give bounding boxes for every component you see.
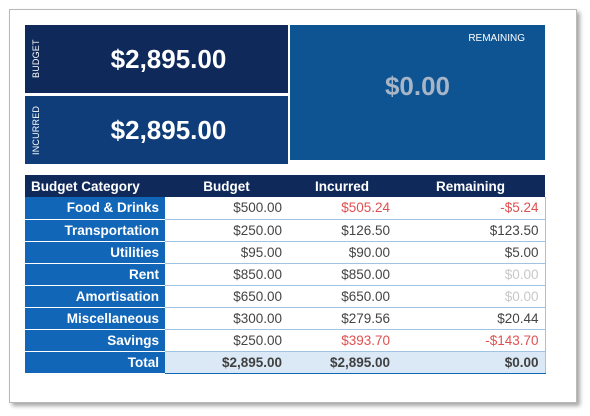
budget-cell[interactable]: $650.00	[165, 285, 288, 308]
remaining-summary-tile: REMAINING $0.00	[290, 25, 545, 160]
remaining-cell[interactable]: $0.00	[396, 285, 546, 308]
remaining-cell[interactable]: -$5.24	[396, 197, 546, 220]
category-cell[interactable]: Food & Drinks	[25, 197, 165, 220]
budget-tile-value: $2,895.00	[110, 43, 227, 74]
incurred-cell[interactable]: $393.70	[288, 329, 396, 352]
budget-summary-tile: BUDGET $2,895.00	[25, 25, 288, 93]
budget-cell[interactable]: $250.00	[165, 329, 288, 352]
category-cell[interactable]: Amortisation	[25, 285, 165, 308]
budget-cell[interactable]: $850.00	[165, 263, 288, 286]
budget-cell[interactable]: $500.00	[165, 197, 288, 220]
table-row: Rent $850.00 $850.00 $0.00	[25, 263, 546, 286]
remaining-cell[interactable]: $123.50	[396, 219, 546, 242]
category-cell[interactable]: Transportation	[25, 219, 165, 242]
category-cell[interactable]: Savings	[25, 329, 165, 352]
table-header-row: Budget Category Budget Incurred Remainin…	[25, 175, 545, 197]
category-cell[interactable]: Utilities	[25, 241, 165, 264]
total-row: Total $2,895.00 $2,895.00 $0.00	[25, 351, 546, 374]
incurred-summary-tile: INCURRED $2,895.00	[25, 96, 288, 164]
category-cell[interactable]: Rent	[25, 263, 165, 286]
incurred-tile-label: INCURRED	[31, 105, 41, 155]
header-incurred: Incurred	[288, 175, 396, 197]
header-budget: Budget	[165, 175, 288, 197]
budget-cell[interactable]: $300.00	[165, 307, 288, 330]
budget-cell[interactable]: $95.00	[165, 241, 288, 264]
budget-tile-label: BUDGET	[31, 39, 41, 79]
table-row: Amortisation $650.00 $650.00 $0.00	[25, 285, 546, 308]
incurred-tile-value: $2,895.00	[110, 114, 227, 145]
incurred-cell[interactable]: $126.50	[288, 219, 396, 242]
header-remaining: Remaining	[396, 175, 545, 197]
incurred-cell[interactable]: $505.24	[288, 197, 396, 220]
budget-cell[interactable]: $250.00	[165, 219, 288, 242]
incurred-cell[interactable]: $650.00	[288, 285, 396, 308]
incurred-cell[interactable]: $279.56	[288, 307, 396, 330]
remaining-cell[interactable]: $5.00	[396, 241, 546, 264]
total-remaining-cell[interactable]: $0.00	[396, 351, 546, 374]
header-budget-category: Budget Category	[25, 175, 165, 197]
budget-sheet: BUDGET $2,895.00 INCURRED $2,895.00 REMA…	[9, 9, 577, 403]
total-budget-cell[interactable]: $2,895.00	[165, 351, 288, 374]
table-row: Food & Drinks $500.00 $505.24 -$5.24	[25, 197, 546, 220]
budget-table: Budget Category Budget Incurred Remainin…	[25, 175, 546, 374]
remaining-cell[interactable]: $20.44	[396, 307, 546, 330]
total-label-cell[interactable]: Total	[25, 351, 165, 374]
remaining-cell[interactable]: -$143.70	[396, 329, 546, 352]
table-row: Savings $250.00 $393.70 -$143.70	[25, 329, 546, 352]
table-row: Miscellaneous $300.00 $279.56 $20.44	[25, 307, 546, 330]
incurred-cell[interactable]: $90.00	[288, 241, 396, 264]
total-incurred-cell[interactable]: $2,895.00	[288, 351, 396, 374]
category-cell[interactable]: Miscellaneous	[25, 307, 165, 330]
table-row: Transportation $250.00 $126.50 $123.50	[25, 219, 546, 242]
table-row: Utilities $95.00 $90.00 $5.00	[25, 241, 546, 264]
remaining-tile-label: REMAINING	[468, 33, 525, 44]
remaining-cell[interactable]: $0.00	[396, 263, 546, 286]
incurred-cell[interactable]: $850.00	[288, 263, 396, 286]
remaining-tile-value: $0.00	[384, 71, 451, 101]
